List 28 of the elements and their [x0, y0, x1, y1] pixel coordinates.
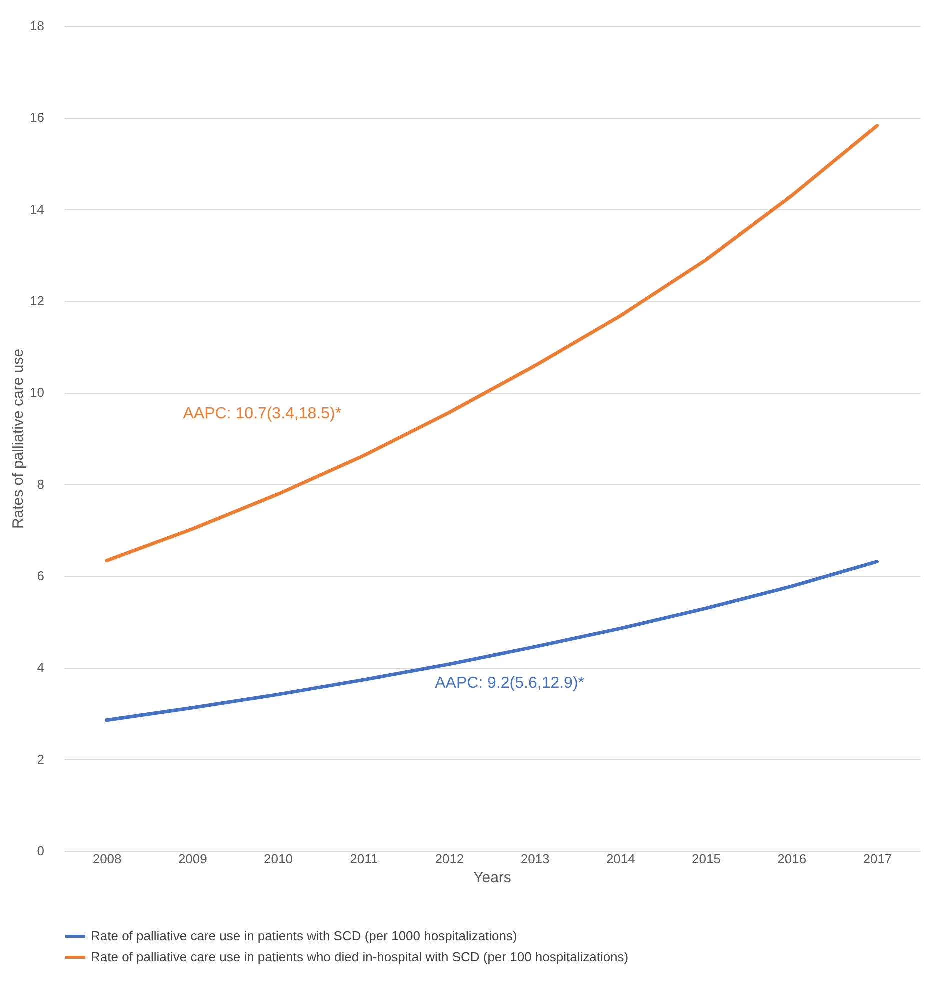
y-tick-label: 0 — [37, 844, 44, 858]
y-tick-label: 8 — [37, 476, 44, 492]
y-axis-title: Rates of palliative care use — [10, 348, 28, 530]
x-tick-label: 2012 — [435, 852, 464, 866]
legend-label: Rate of palliative care use in patients with SCD (per 1000 hospitalizations) — [91, 928, 518, 944]
x-tick-label: 2008 — [92, 852, 122, 866]
x-tick-label: 2009 — [178, 852, 208, 866]
y-tick-label: 14 — [30, 202, 44, 217]
annotation: AAPC: 9.2(5.6,12.9)* — [435, 675, 585, 692]
x-tick-label: 2013 — [520, 852, 550, 866]
y-tick-label: 16 — [30, 110, 44, 126]
x-axis-title: Years — [474, 870, 512, 886]
y-tick-label: 12 — [30, 294, 44, 308]
y-tick-label: 18 — [30, 18, 44, 34]
legend-label: Rate of palliative care use in patients who died in-hospital with SCD (per 100 hospitalizations) — [91, 950, 629, 964]
y-tick-label: 10 — [30, 385, 44, 400]
x-tick-label: 2010 — [264, 852, 293, 866]
line-series — [105, 560, 879, 722]
y-tick-label: 6 — [37, 568, 44, 584]
y-tick-label: 4 — [37, 660, 44, 676]
annotation: AAPC: 10.7(3.4,18.5)* — [183, 405, 342, 422]
y-tick-label: 2 — [37, 752, 44, 767]
line-series — [105, 124, 879, 563]
x-tick-label: 2011 — [350, 852, 378, 866]
x-tick-label: 2016 — [778, 852, 807, 866]
x-tick-label: 2014 — [606, 852, 636, 866]
x-tick-label: 2017 — [863, 852, 892, 866]
x-tick-label: 2015 — [692, 852, 721, 866]
